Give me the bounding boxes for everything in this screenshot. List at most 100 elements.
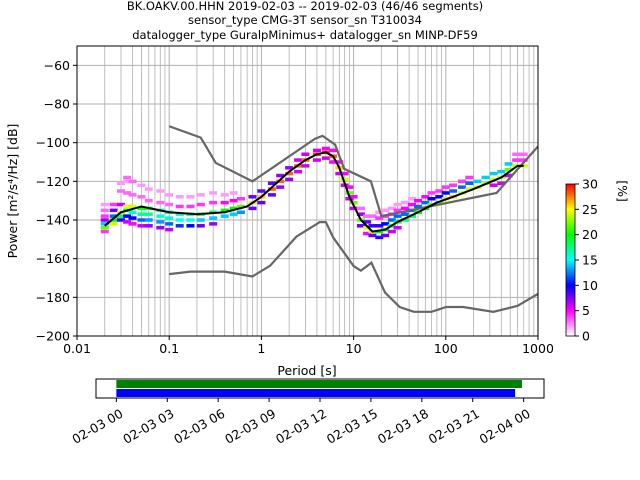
x-tick-label: 10 bbox=[346, 341, 362, 356]
density-cell bbox=[100, 225, 109, 230]
density-cell bbox=[116, 181, 125, 186]
density-cell bbox=[294, 158, 303, 162]
density-cell bbox=[512, 152, 521, 157]
y-tick-label: −200 bbox=[36, 329, 70, 344]
density-cell bbox=[128, 193, 137, 197]
density-cell bbox=[229, 206, 238, 211]
density-cell bbox=[519, 158, 528, 162]
density-cell bbox=[321, 156, 330, 160]
colorbar-ticks: 0 5 10 15 20 25 30 bbox=[575, 177, 598, 344]
density-cell bbox=[220, 200, 229, 205]
x-axis-label: Period [s] bbox=[277, 363, 336, 378]
density-cell bbox=[400, 212, 409, 216]
density-cell bbox=[276, 185, 285, 189]
density-cell bbox=[381, 208, 390, 213]
density-cell bbox=[196, 218, 205, 222]
density-cell bbox=[363, 214, 372, 218]
timeline-tick-label: 02-03 15 bbox=[324, 406, 380, 447]
density-cell bbox=[137, 183, 146, 187]
density-cell bbox=[165, 216, 174, 220]
density-cell bbox=[100, 214, 109, 218]
density-cell bbox=[137, 195, 146, 199]
title-line-1: BK.OAKV.00.HHN 2019-02-03 -- 2019-02-03 … bbox=[127, 0, 483, 13]
noise-model-high bbox=[168, 125, 538, 218]
density-cell bbox=[387, 218, 396, 222]
density-cell bbox=[356, 224, 365, 228]
axis-ticks: 0.01 0.1 1 10 100 1000 −200 −180 −160 −140 −120 −10… bbox=[36, 58, 554, 356]
density-cell bbox=[220, 214, 229, 218]
density-cell bbox=[312, 148, 321, 153]
density-cell bbox=[109, 214, 118, 218]
density-cell bbox=[209, 216, 218, 220]
colorbar-tick-label: 15 bbox=[582, 253, 598, 268]
density-cell bbox=[116, 218, 125, 222]
density-cell bbox=[393, 208, 402, 213]
density-cell bbox=[335, 160, 344, 164]
density-cell bbox=[519, 152, 528, 157]
density-cell bbox=[504, 167, 513, 172]
x-tick-label: 0.01 bbox=[63, 341, 91, 356]
density-cell bbox=[481, 175, 490, 180]
density-cell bbox=[236, 196, 245, 201]
density-cell bbox=[504, 173, 513, 178]
density-cell bbox=[144, 218, 153, 222]
title-line-3: datalogger_type GuralpMinimus+ datalogge… bbox=[132, 28, 478, 42]
mean-curve-line bbox=[104, 151, 524, 233]
density-cell bbox=[123, 214, 132, 218]
colorbar-tick-label: 0 bbox=[582, 329, 590, 344]
density-cell bbox=[408, 196, 417, 201]
density-cell bbox=[144, 224, 153, 228]
x-tick-label: 0.1 bbox=[159, 341, 179, 356]
density-cell bbox=[128, 179, 137, 184]
density-cell bbox=[100, 229, 109, 234]
density-cell bbox=[349, 195, 358, 199]
density-cell bbox=[196, 193, 205, 197]
density-cell bbox=[229, 212, 238, 216]
density-cell bbox=[128, 216, 137, 220]
density-cell bbox=[368, 214, 377, 218]
density-cell bbox=[144, 187, 153, 191]
density-cell bbox=[421, 195, 430, 199]
coverage-bar bbox=[116, 380, 522, 388]
timeline-tick-label: 02-04 00 bbox=[477, 406, 533, 447]
density-cell bbox=[345, 185, 354, 189]
density-cell bbox=[128, 210, 137, 215]
title-line-2: sensor_type CMG-3T sensor_sn T310034 bbox=[188, 13, 422, 27]
density-cell bbox=[165, 222, 174, 226]
density-cell bbox=[375, 216, 384, 220]
colorbar bbox=[565, 183, 576, 337]
density-cell bbox=[329, 160, 338, 164]
density-cell bbox=[175, 224, 184, 228]
density-cell bbox=[276, 173, 285, 178]
density-cell bbox=[489, 171, 498, 176]
density-cell bbox=[100, 208, 109, 213]
density-cell bbox=[257, 189, 266, 193]
density-cell bbox=[294, 169, 303, 174]
density-cell bbox=[229, 198, 238, 203]
density-cell bbox=[435, 195, 444, 199]
colorbar-tick-label: 20 bbox=[582, 227, 598, 242]
density-cell bbox=[414, 198, 423, 203]
density-cell bbox=[209, 222, 218, 226]
density-cell bbox=[175, 204, 184, 209]
density-cell bbox=[186, 195, 195, 199]
density-cell bbox=[512, 158, 521, 162]
density-cell bbox=[248, 195, 257, 199]
density-cell bbox=[335, 171, 344, 176]
density-cell bbox=[220, 193, 229, 197]
density-cell bbox=[144, 212, 153, 216]
density-cell bbox=[414, 204, 423, 209]
timeline-tick-label: 02-03 03 bbox=[120, 406, 176, 447]
density-cell bbox=[312, 158, 321, 162]
density-cell bbox=[489, 183, 498, 187]
density-cell bbox=[345, 191, 354, 195]
density-cell bbox=[175, 195, 184, 199]
density-cell bbox=[186, 204, 195, 209]
y-tick-label: −120 bbox=[36, 174, 70, 189]
y-tick-label: −160 bbox=[36, 251, 70, 266]
density-cell bbox=[387, 229, 396, 234]
colorbar-tick-label: 5 bbox=[582, 303, 590, 318]
density-cell bbox=[400, 218, 409, 222]
density-cell bbox=[156, 189, 165, 193]
